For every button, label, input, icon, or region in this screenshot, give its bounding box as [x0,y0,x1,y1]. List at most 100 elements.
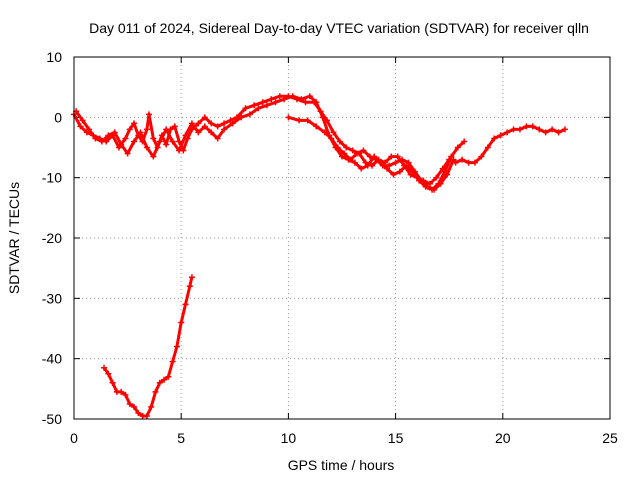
data-point [328,135,335,142]
data-point [86,126,93,133]
data-point [555,129,562,136]
data-point [83,129,90,136]
data-point [362,159,369,166]
data-point [373,156,380,163]
data-point [276,93,283,100]
data-point [105,132,112,139]
data-point [285,114,292,121]
data-point [156,379,163,386]
x-tick-label: 20 [495,430,511,446]
data-point [109,379,116,386]
data-point [343,144,350,151]
data-point [186,283,193,290]
data-point [411,168,418,175]
data-point [131,138,138,145]
data-point [146,111,153,118]
data-point [150,153,157,160]
data-point [321,129,328,136]
data-point [504,129,511,136]
data-point [178,319,185,326]
data-point [131,403,138,410]
data-point [448,153,455,160]
data-point [242,105,249,112]
data-point [169,358,176,365]
data-point [77,123,84,130]
data-point [118,388,125,395]
data-point [459,156,466,163]
data-point [561,126,568,133]
series-line [287,115,455,192]
data-point [407,171,414,178]
data-point [92,135,99,142]
data-point [188,274,195,281]
data-point [188,120,195,127]
x-tick-label: 25 [602,430,618,446]
data-point [169,138,176,145]
data-point [529,123,536,130]
data-point [173,343,180,350]
data-point [201,123,208,130]
y-tick-label: 0 [54,109,62,125]
data-point [238,114,245,121]
data-point [510,126,517,133]
data-point [431,186,438,193]
data-point [137,129,144,136]
data-point [313,99,320,106]
x-tick-label: 5 [177,430,185,446]
data-point [341,150,348,157]
data-point [150,135,157,142]
series-track-c [285,114,457,193]
data-point [426,180,433,187]
data-point [491,135,498,142]
data-point [418,177,425,184]
data-point [516,126,523,133]
data-point [182,132,189,139]
data-point [195,129,202,136]
data-point [182,301,189,308]
data-point [390,171,397,178]
plot-frame [73,56,611,420]
data-point [111,129,118,136]
data-point [214,123,221,130]
data-point [143,144,150,151]
data-point [399,156,406,163]
data-point [347,156,354,163]
x-tick-label: 0 [70,430,78,446]
data-point [163,141,170,148]
data-point [156,138,163,145]
data-point [392,159,399,166]
x-axis-label: GPS time / hours [288,457,395,473]
data-point [289,93,296,100]
data-point [208,129,215,136]
data-point [437,180,444,187]
data-point [433,174,440,181]
data-point [313,123,320,130]
data-point [263,102,270,109]
data-point [124,150,131,157]
data-point [161,376,168,383]
data-point [268,96,275,103]
data-point [339,153,345,160]
data-point [394,153,401,160]
grid-lines [74,57,610,419]
data-point [349,147,356,154]
data-point [126,400,133,407]
data-point [122,135,129,142]
data-point [251,102,258,109]
data-point [148,403,155,410]
y-axis-label: SDTVAR / TECUs [6,182,22,294]
data-point [208,120,215,127]
x-tick-label: 15 [388,430,404,446]
data-point [176,138,183,145]
data-point [388,153,395,160]
data-point [478,153,485,160]
data-point [330,129,337,136]
data-point [461,138,468,145]
data-point [255,105,262,112]
data-point [302,99,309,106]
data-point [360,147,367,154]
data-point [221,120,228,127]
data-point [471,159,478,166]
series-track-a [71,93,568,187]
data-point [221,126,228,133]
